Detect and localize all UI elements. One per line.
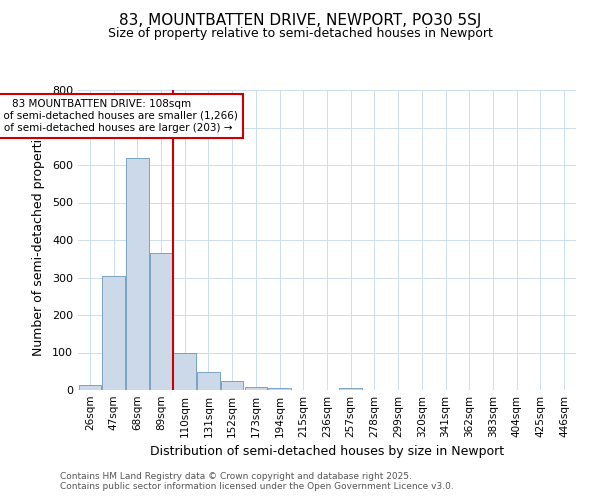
Bar [173,352,196,390]
Bar [79,385,101,390]
X-axis label: Distribution of semi-detached houses by size in Newport: Distribution of semi-detached houses by … [150,446,504,458]
Y-axis label: Number of semi-detached properties: Number of semi-detached properties [32,124,45,356]
Bar [126,158,149,390]
Bar [268,388,291,390]
Text: 83, MOUNTBATTEN DRIVE, NEWPORT, PO30 5SJ: 83, MOUNTBATTEN DRIVE, NEWPORT, PO30 5SJ [119,12,481,28]
Bar [103,276,125,390]
Text: Contains public sector information licensed under the Open Government Licence v3: Contains public sector information licen… [60,482,454,491]
Bar [340,388,362,390]
Bar [221,381,244,390]
Text: 83 MOUNTBATTEN DRIVE: 108sqm
← 85% of semi-detached houses are smaller (1,266)
 : 83 MOUNTBATTEN DRIVE: 108sqm ← 85% of se… [0,100,238,132]
Text: Size of property relative to semi-detached houses in Newport: Size of property relative to semi-detach… [107,28,493,40]
Bar [150,253,172,390]
Bar [197,372,220,390]
Text: Contains HM Land Registry data © Crown copyright and database right 2025.: Contains HM Land Registry data © Crown c… [60,472,412,481]
Bar [245,386,267,390]
